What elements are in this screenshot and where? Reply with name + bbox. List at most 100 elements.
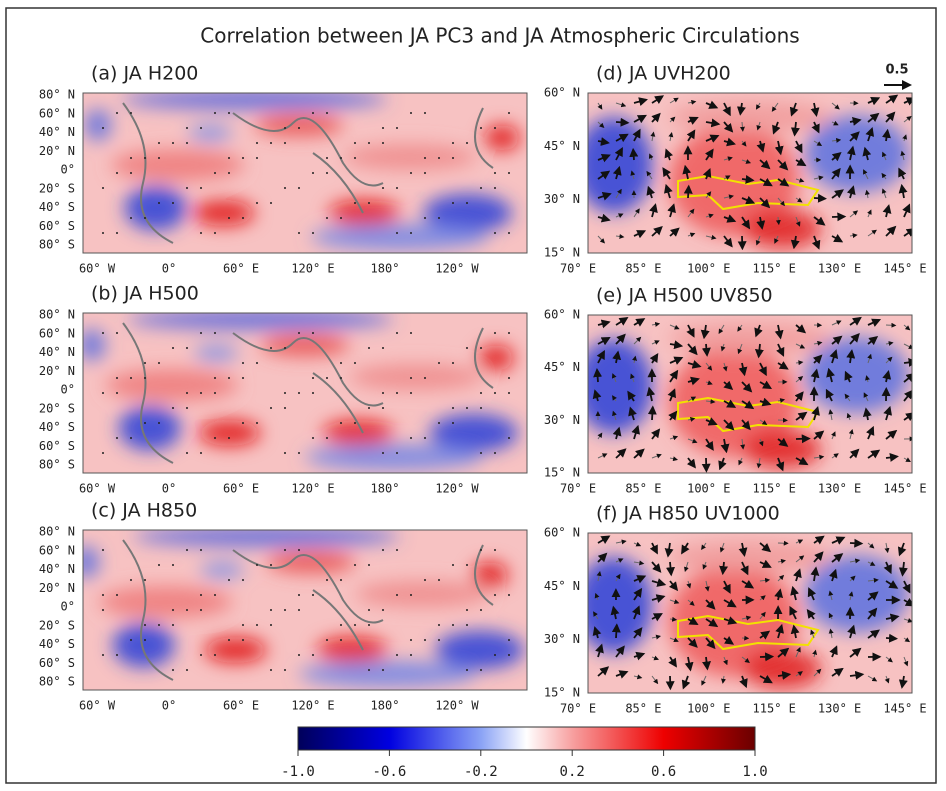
lat-label: 45° N xyxy=(544,139,580,153)
field-blob xyxy=(669,541,831,573)
lat-label: 40° S xyxy=(39,420,75,434)
lon-label: 0° xyxy=(162,482,176,496)
significance-dot xyxy=(186,347,188,349)
wind-vector xyxy=(886,638,896,639)
significance-dot xyxy=(368,202,370,204)
significance-dot xyxy=(438,624,440,626)
significance-dot xyxy=(340,377,342,379)
lat-label: 15° N xyxy=(544,246,580,260)
field-blob xyxy=(192,200,254,226)
colorbar-tick-label: 0.2 xyxy=(560,764,585,780)
significance-dot xyxy=(158,362,160,364)
significance-dot xyxy=(200,654,202,656)
significance-dot xyxy=(508,112,510,114)
significance-dot xyxy=(116,392,118,394)
significance-dot xyxy=(158,564,160,566)
lon-label: 70° E xyxy=(560,262,596,276)
field-blob xyxy=(111,149,244,181)
significance-dot xyxy=(480,347,482,349)
significance-dot xyxy=(284,549,286,551)
significance-dot xyxy=(298,392,300,394)
significance-dot xyxy=(326,377,328,379)
field-blob xyxy=(194,345,238,361)
field-blob xyxy=(113,623,175,668)
significance-dot xyxy=(494,127,496,129)
field-blob xyxy=(484,125,520,151)
significance-dot xyxy=(144,639,146,641)
lon-label: 130° E xyxy=(818,482,861,496)
significance-dot xyxy=(102,594,104,596)
significance-dot xyxy=(186,669,188,671)
significance-dot xyxy=(452,422,454,424)
wind-vector xyxy=(616,625,617,638)
lon-label: 145° E xyxy=(883,262,926,276)
significance-dot xyxy=(242,579,244,581)
significance-dot xyxy=(452,407,454,409)
significance-dot xyxy=(186,142,188,144)
significance-dot xyxy=(508,639,510,641)
field-blob xyxy=(311,224,489,250)
significance-dot xyxy=(326,112,328,114)
significance-dot xyxy=(298,549,300,551)
significance-dot xyxy=(172,669,174,671)
field-blob xyxy=(744,650,822,688)
lon-label: 120° W xyxy=(435,482,479,496)
significance-dot xyxy=(284,669,286,671)
significance-dot xyxy=(466,609,468,611)
lon-label: 60° W xyxy=(79,262,116,276)
significance-dot xyxy=(158,202,160,204)
significance-dot xyxy=(368,624,370,626)
significance-dot xyxy=(228,639,230,641)
significance-dot xyxy=(354,202,356,204)
lat-label: 80° N xyxy=(39,525,75,539)
significance-dot xyxy=(242,624,244,626)
significance-dot xyxy=(340,624,342,626)
field-blob xyxy=(805,115,909,192)
significance-dot xyxy=(452,624,454,626)
map xyxy=(575,533,913,693)
lon-label: 130° E xyxy=(818,702,861,716)
significance-dot xyxy=(270,347,272,349)
significance-dot xyxy=(172,142,174,144)
significance-dot xyxy=(214,232,216,234)
significance-dot xyxy=(102,452,104,454)
significance-dot xyxy=(382,407,384,409)
significance-dot xyxy=(410,377,412,379)
significance-dot xyxy=(382,392,384,394)
lat-label: 60° N xyxy=(544,86,580,100)
lon-label: 85° E xyxy=(625,482,661,496)
significance-dot xyxy=(382,142,384,144)
significance-dot xyxy=(396,452,398,454)
lon-label: 180° xyxy=(371,699,400,713)
significance-dot xyxy=(396,392,398,394)
significance-dot xyxy=(186,452,188,454)
significance-dot xyxy=(368,347,370,349)
significance-dot xyxy=(298,452,300,454)
lat-label: 15° N xyxy=(544,466,580,480)
panel-label: (f) JA H850 UV1000 xyxy=(596,503,780,525)
significance-dot xyxy=(256,142,258,144)
significance-dot xyxy=(172,347,174,349)
significance-dot xyxy=(508,654,510,656)
significance-dot xyxy=(116,112,118,114)
significance-dot xyxy=(270,142,272,144)
significance-dot xyxy=(172,407,174,409)
lat-label: 20° N xyxy=(39,581,75,595)
significance-dot xyxy=(102,392,104,394)
significance-dot xyxy=(200,452,202,454)
lat-label: 15° N xyxy=(544,686,580,700)
significance-dot xyxy=(438,217,440,219)
significance-dot xyxy=(116,594,118,596)
significance-dot xyxy=(354,624,356,626)
lon-label: 60° W xyxy=(79,699,116,713)
significance-dot xyxy=(270,407,272,409)
lon-label: 120° E xyxy=(291,699,334,713)
significance-dot xyxy=(242,217,244,219)
significance-dot xyxy=(354,142,356,144)
lon-label: 120° W xyxy=(435,262,479,276)
significance-dot xyxy=(466,347,468,349)
significance-dot xyxy=(480,669,482,671)
significance-dot xyxy=(200,609,202,611)
significance-dot xyxy=(228,437,230,439)
lat-label: 30° N xyxy=(544,413,580,427)
